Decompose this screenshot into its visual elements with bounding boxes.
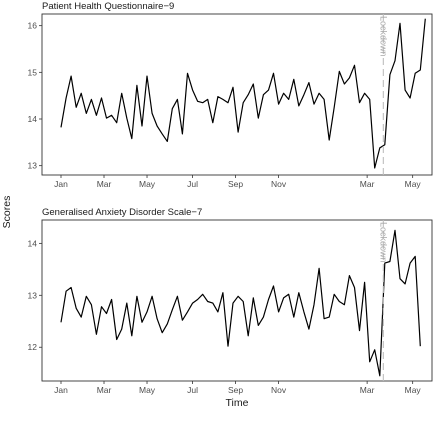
y-tick-label: 13 bbox=[28, 161, 38, 171]
y-tick-label: 16 bbox=[28, 21, 38, 31]
phq9-panel-title: Patient Health Questionnaire−9 bbox=[42, 1, 174, 12]
x-tick-label: Sep bbox=[228, 385, 243, 395]
phq9-y-axis: 13 14 15 16 bbox=[28, 21, 42, 171]
phq9-x-axis: Jan Mar May Jul Sep Nov Mar May bbox=[54, 175, 421, 189]
series-line bbox=[60, 229, 421, 377]
x-tick-label: Mar bbox=[97, 179, 112, 189]
y-axis-title: Scores bbox=[1, 196, 13, 229]
x-tick-label: Jan bbox=[54, 385, 68, 395]
x-tick-label: Mar bbox=[97, 385, 112, 395]
gad7-plot-frame bbox=[41, 219, 433, 382]
gad7-x-axis: Jan Mar May Jul Sep Nov Mar May bbox=[54, 381, 421, 395]
x-tick-label: Sep bbox=[228, 179, 243, 189]
x-tick-label: May bbox=[139, 179, 156, 189]
gad7-y-axis: 12 13 14 bbox=[28, 238, 42, 352]
phq9-series bbox=[60, 18, 426, 169]
gad7-lockdown-annotation: Lockdown bbox=[378, 220, 388, 381]
y-tick-label: 15 bbox=[28, 67, 38, 77]
phq9-plot-frame bbox=[41, 13, 433, 176]
x-tick-label: Jan bbox=[54, 179, 68, 189]
x-tick-label: May bbox=[405, 179, 422, 189]
lockdown-label: Lockdown bbox=[378, 222, 388, 263]
x-tick-label: Jul bbox=[187, 385, 198, 395]
y-tick-label: 14 bbox=[28, 114, 38, 124]
y-tick-label: 14 bbox=[28, 238, 38, 248]
x-tick-label: Nov bbox=[271, 385, 287, 395]
y-tick-label: 12 bbox=[28, 342, 38, 352]
x-tick-label: Mar bbox=[360, 179, 375, 189]
x-tick-label: May bbox=[139, 385, 156, 395]
gad7-series bbox=[60, 229, 421, 377]
phq9-panel: Patient Health Questionnaire−9 Jan Mar May… bbox=[28, 1, 433, 189]
x-tick-label: Nov bbox=[271, 179, 287, 189]
series-line bbox=[60, 18, 426, 169]
gad7-panel: Generalised Anxiety Disorder Scale−7 Jan… bbox=[28, 207, 433, 395]
phq9-lockdown-annotation: Lockdown bbox=[378, 14, 388, 175]
lockdown-label: Lockdown bbox=[378, 16, 388, 57]
x-tick-label: Mar bbox=[360, 385, 375, 395]
gad7-panel-title: Generalised Anxiety Disorder Scale−7 bbox=[42, 207, 202, 218]
y-tick-label: 13 bbox=[28, 290, 38, 300]
x-tick-label: Jul bbox=[187, 179, 198, 189]
x-axis-title: Time bbox=[226, 397, 249, 409]
x-tick-label: May bbox=[405, 385, 422, 395]
